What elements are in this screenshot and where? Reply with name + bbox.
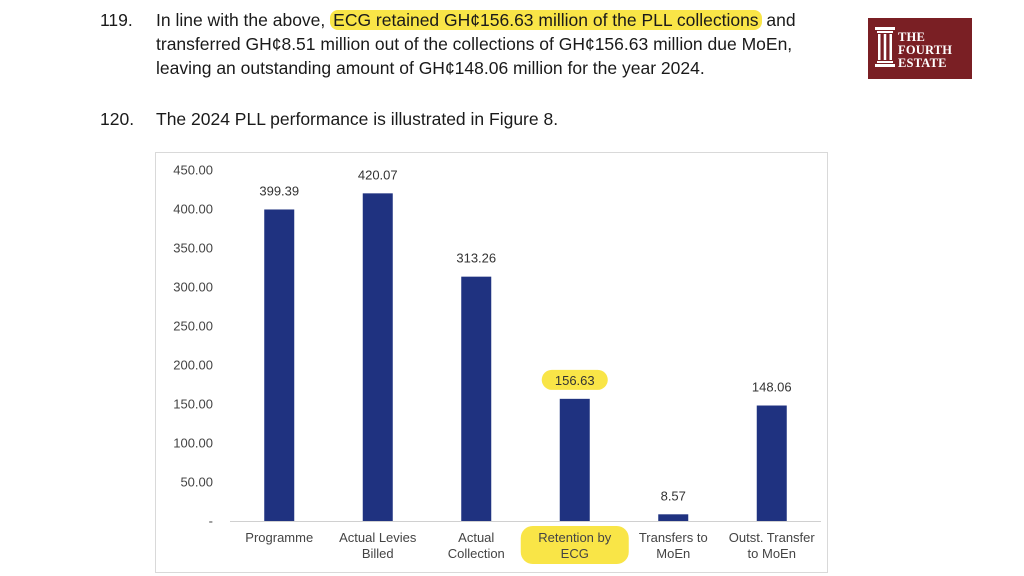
y-tick-label: 150.00: [173, 397, 213, 412]
data-label: 156.63: [555, 373, 595, 388]
x-tick-label: Actual Levies: [339, 530, 417, 545]
x-tick-label: MoEn: [656, 546, 690, 561]
x-tick-label: ECG: [561, 546, 589, 561]
logo-line: FOURTH: [898, 43, 953, 57]
paragraph-body: In line with the above, ECG retained GH¢…: [156, 8, 846, 80]
y-tick-label: 50.00: [180, 475, 213, 490]
x-tick-label: Collection: [448, 546, 505, 561]
y-tick-label: -: [209, 514, 213, 529]
data-label: 399.39: [259, 183, 299, 198]
x-tick-label: Billed: [362, 546, 394, 561]
x-tick-label: Actual: [458, 530, 494, 545]
data-label: 8.57: [661, 488, 686, 503]
x-tick-label: to MoEn: [748, 546, 796, 561]
x-tick-label: Retention by: [538, 530, 611, 545]
x-tick-label: Outst. Transfer: [729, 530, 816, 545]
line-text: In line with the above,: [156, 10, 331, 30]
logo-line: THE: [898, 30, 925, 44]
bar: [756, 405, 787, 521]
bar-chart: - 50.00 100.00 150.00 200.00 250.00 300.00 350.…: [173, 163, 821, 564]
y-tick-label: 400.00: [173, 202, 213, 217]
x-tick-label: Programme: [245, 530, 313, 545]
pillar-icon: [875, 27, 895, 67]
y-tick-label: 350.00: [173, 241, 213, 256]
bar: [461, 276, 492, 521]
paragraph-body: The 2024 PLL performance is illustrated …: [156, 109, 559, 129]
data-label: 313.26: [456, 251, 496, 266]
y-tick-label: 200.00: [173, 358, 213, 373]
the-fourth-estate-logo: THE FOURTH ESTATE: [868, 18, 972, 79]
y-tick-label: 300.00: [173, 280, 213, 295]
y-tick-label: 450.00: [173, 163, 213, 178]
paragraph-line-3: leaving an outstanding amount of GH¢148.…: [156, 58, 705, 78]
paragraph-number: 120.: [100, 109, 135, 129]
data-label: 148.06: [752, 380, 792, 395]
highlighted-text: ECG retained GH¢156.63 million of the PL…: [330, 10, 762, 30]
bar: [559, 398, 590, 521]
bar: [362, 193, 393, 521]
value-highlight: [541, 369, 608, 390]
y-tick-label: 100.00: [173, 436, 213, 451]
paragraph-line-1: In line with the above, ECG retained GH¢…: [156, 8, 846, 32]
x-tick-label: Transfers to: [639, 530, 708, 545]
data-label: 420.07: [358, 167, 398, 182]
line-text: and: [761, 10, 796, 30]
logo-wordmark: THE FOURTH ESTATE: [898, 31, 952, 70]
bar: [658, 514, 689, 521]
figure-8-chart: - 50.00 100.00 150.00 200.00 250.00 300.00 350.…: [155, 152, 828, 573]
category-highlight: [520, 526, 629, 564]
paragraph-number: 119.: [100, 10, 133, 30]
paragraph-line-2: transferred GH¢8.51 million out of the c…: [156, 34, 793, 54]
y-tick-label: 250.00: [173, 319, 213, 334]
logo-line: ESTATE: [898, 56, 947, 70]
bar: [264, 209, 295, 521]
